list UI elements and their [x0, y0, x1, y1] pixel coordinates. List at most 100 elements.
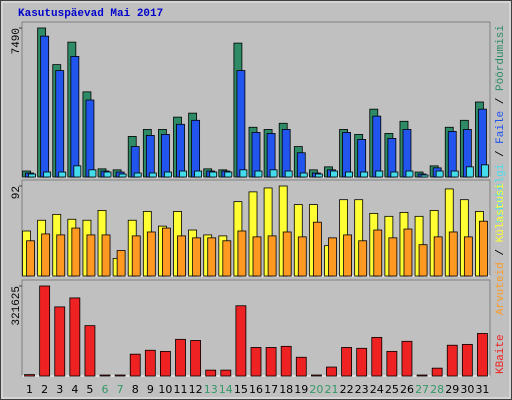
bar [131, 235, 141, 277]
bar [405, 170, 414, 178]
bar [237, 230, 247, 277]
bar [194, 170, 203, 178]
bar [463, 236, 473, 277]
bar [129, 353, 141, 377]
bar [40, 35, 50, 178]
bar [481, 164, 489, 178]
x-tick-label: 22 [340, 383, 354, 396]
bar [448, 231, 458, 277]
bar [416, 374, 428, 377]
legend: Arvuteid / Külastusi [495, 183, 507, 315]
x-tick-label: 17 [264, 383, 278, 396]
bar [281, 129, 291, 178]
bar [145, 135, 155, 178]
bar [431, 367, 443, 377]
bar [54, 306, 66, 377]
bar [342, 132, 351, 178]
bar [250, 347, 262, 377]
x-tick-label: 15 [234, 383, 248, 396]
x-tick-label: 18 [279, 383, 293, 396]
bar [99, 374, 111, 377]
bar [418, 244, 428, 277]
bar [357, 139, 367, 178]
bar [205, 369, 217, 377]
x-tick-label: 10 [158, 383, 172, 396]
bar [144, 349, 156, 377]
bar [116, 250, 126, 277]
x-tick-label: 21 [324, 383, 338, 396]
bar [70, 56, 80, 178]
bar [207, 237, 217, 277]
bar [401, 340, 413, 377]
bar [299, 172, 308, 178]
bar [371, 336, 383, 377]
bar [43, 171, 52, 178]
bar [375, 170, 384, 178]
bar [387, 138, 397, 178]
bar [236, 70, 246, 178]
x-tick-label: 30 [460, 383, 474, 396]
bar [251, 132, 261, 178]
bar [358, 240, 368, 277]
bar [326, 366, 337, 377]
x-tick-label: 27 [415, 383, 429, 396]
bar [403, 228, 413, 277]
bar [162, 227, 171, 277]
legend-entry: Arvuteid [495, 262, 507, 315]
x-tick-label: 13 [204, 383, 218, 396]
legend: Lehekülgi / Faile / Pöördumisi [495, 25, 507, 223]
x-tick-label: 2 [41, 383, 48, 396]
bar [56, 234, 66, 277]
bar [282, 231, 292, 277]
bar [130, 146, 140, 178]
bar [269, 169, 278, 178]
legend-entry: Faile [495, 111, 507, 144]
bar [39, 285, 51, 377]
legend-entry: KBaite [495, 334, 507, 374]
x-tick-label: 20 [309, 383, 323, 396]
bar [252, 236, 262, 277]
bar [310, 374, 322, 377]
bar [388, 237, 398, 277]
x-tick-label: 9 [147, 383, 154, 396]
bar [161, 134, 170, 178]
x-tick-label: 25 [385, 383, 399, 396]
bar [222, 240, 232, 277]
bar [312, 221, 322, 277]
bar [461, 343, 473, 377]
bar [356, 347, 368, 377]
bar [85, 99, 95, 178]
bar [71, 227, 81, 277]
bar [343, 234, 352, 277]
bar [345, 171, 353, 178]
bar [328, 237, 337, 277]
bar [433, 236, 443, 277]
legend-entry: Külastusi [495, 183, 507, 243]
legend-separator: / [495, 91, 507, 111]
x-tick-label: 19 [294, 383, 308, 396]
legend: KBaite [495, 334, 507, 374]
bar [26, 240, 35, 277]
bar [280, 345, 292, 377]
bar [254, 170, 263, 178]
bar [175, 338, 186, 377]
bar [267, 235, 277, 277]
bar [84, 325, 96, 377]
x-tick-label: 5 [86, 383, 93, 396]
legend-separator: / [495, 144, 507, 164]
legend-entry: Pöördumisi [495, 25, 507, 91]
x-tick-label: 23 [355, 383, 369, 396]
bar [176, 123, 185, 178]
chart-title: Kasutuspäevad Mai 2017 [18, 8, 163, 20]
x-tick-label: 11 [174, 383, 188, 396]
bar [360, 171, 369, 178]
bar [479, 220, 488, 277]
y-tick-label: 321625 [11, 286, 23, 326]
bar [190, 340, 202, 377]
bar [191, 119, 201, 178]
y-tick-label: 7490 [11, 28, 23, 54]
bar [224, 171, 233, 178]
bar [477, 333, 488, 377]
bar [450, 170, 459, 178]
